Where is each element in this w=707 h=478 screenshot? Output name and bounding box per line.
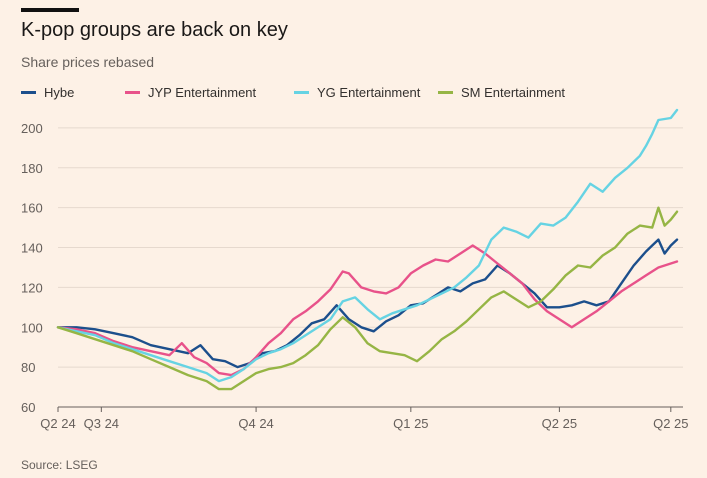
x-tick-label: Q4 24 bbox=[238, 416, 273, 431]
x-tick-label: Q1 25 bbox=[393, 416, 428, 431]
chart-subtitle: Share prices rebased bbox=[21, 54, 155, 70]
legend-swatch bbox=[438, 91, 453, 94]
legend-swatch bbox=[294, 91, 309, 94]
y-tick-label: 100 bbox=[21, 320, 43, 335]
legend-label: YG Entertainment bbox=[317, 85, 421, 100]
legend-item-jyp: JYP Entertainment bbox=[125, 85, 256, 100]
legend-item-hybe: Hybe bbox=[21, 85, 74, 100]
series-line-jyp-entertainment bbox=[56, 244, 679, 377]
y-tick-label: 160 bbox=[21, 201, 43, 216]
series-line-sm-entertainment bbox=[56, 206, 679, 391]
y-tick-label: 200 bbox=[21, 121, 43, 136]
brand-bar bbox=[21, 8, 79, 12]
chart-title: K-pop groups are back on key bbox=[21, 19, 288, 41]
legend-label: SM Entertainment bbox=[461, 85, 566, 100]
legend-label: JYP Entertainment bbox=[148, 85, 257, 100]
x-tick-label: Q2 25 bbox=[542, 416, 577, 431]
y-tick-label: 80 bbox=[21, 360, 35, 375]
legend-swatch bbox=[125, 91, 140, 94]
x-tick-label: Q2 25 bbox=[653, 416, 688, 431]
y-tick-label: 60 bbox=[21, 400, 35, 415]
legend-item-yg: YG Entertainment bbox=[294, 85, 420, 100]
source-note: Source: LSEG bbox=[21, 458, 98, 472]
y-tick-label: 180 bbox=[21, 161, 43, 176]
legend-item-sm: SM Entertainment bbox=[438, 85, 565, 100]
series-line-yg-entertainment bbox=[56, 108, 679, 383]
x-tick-label: Q2 24 bbox=[40, 416, 75, 431]
series-line-hybe bbox=[56, 238, 679, 369]
y-tick-label: 120 bbox=[21, 280, 43, 295]
legend-swatch bbox=[21, 91, 36, 94]
x-tick-label: Q3 24 bbox=[84, 416, 119, 431]
y-tick-label: 140 bbox=[21, 241, 43, 256]
legend-label: Hybe bbox=[44, 85, 75, 100]
